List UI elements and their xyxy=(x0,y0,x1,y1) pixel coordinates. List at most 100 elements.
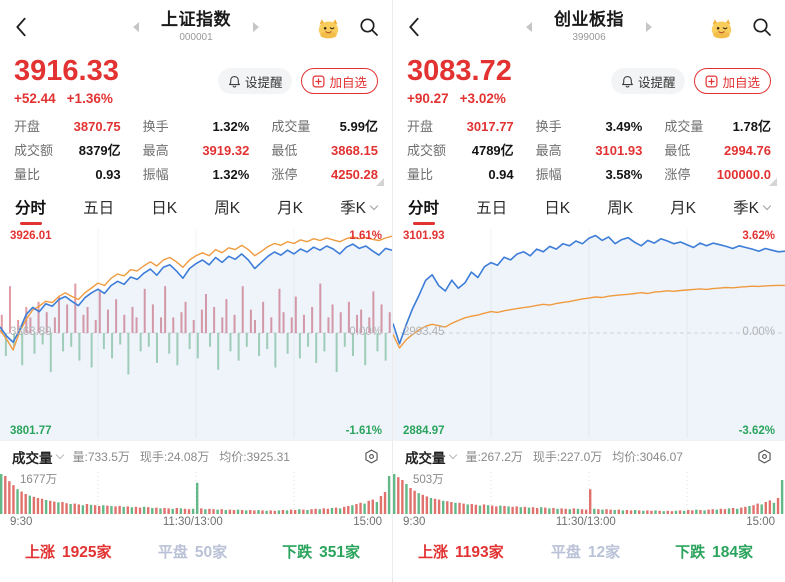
stat-value: 4250.28 xyxy=(330,167,378,183)
expand-stats-icon[interactable] xyxy=(376,178,384,187)
stats-grid: 开盘 3870.75 换手 1.32% 成交量 5.99亿 成交额 8379亿 最高 39… xyxy=(0,110,392,187)
unchanged-stat[interactable]: 平盘 12家 xyxy=(550,543,621,561)
volume-metrics: 量:733.5万 现手:24.08万 均价:3925.31 xyxy=(73,448,290,465)
price-change-pct: +1.36% xyxy=(66,91,113,107)
add-watchlist-label: 加自选 xyxy=(722,75,760,90)
stat-value: 3.49% xyxy=(605,119,643,135)
add-box-icon xyxy=(312,75,325,88)
stat-value: 3.58% xyxy=(605,167,643,183)
price-section: 3083.72 +90.27 +3.02% 设提醒 xyxy=(393,54,785,110)
title-block: 上证指数 000001 xyxy=(161,10,231,42)
stat-label: 最低 xyxy=(664,143,691,159)
index-title: 上证指数 xyxy=(161,10,231,30)
chevron-down-icon xyxy=(762,201,772,211)
tab-minute[interactable]: 分时 xyxy=(408,196,439,218)
stat-value: 0.94 xyxy=(488,167,514,183)
unchanged-stat[interactable]: 平盘 50家 xyxy=(157,543,228,561)
next-index-icon[interactable] xyxy=(253,22,259,32)
price-section: 3916.33 +52.44 +1.36% 设提醒 xyxy=(0,54,392,110)
tab-5day[interactable]: 五日 xyxy=(83,200,115,218)
stat-label: 成交额 xyxy=(407,143,447,159)
price-change-row: +90.27 +3.02% xyxy=(407,91,512,106)
decliners-stat[interactable]: 下跌 351家 xyxy=(282,543,360,561)
set-alert-button[interactable]: 设提醒 xyxy=(610,68,686,95)
price-change: +90.27 xyxy=(407,91,449,107)
advancers-stat[interactable]: 上涨 1925家 xyxy=(25,543,112,561)
stat-label: 振幅 xyxy=(142,167,169,183)
stat-label: 换手 xyxy=(535,119,562,135)
time-axis: 9:30 11:30/13:00 15:00 xyxy=(393,514,785,528)
stat-value: 100000.0 xyxy=(716,167,771,183)
back-button[interactable] xyxy=(13,15,29,39)
settings-icon[interactable] xyxy=(363,448,380,465)
time-open: 9:30 xyxy=(10,516,33,529)
market-breadth: 上涨 1193家 平盘 12家 下跌 184家 xyxy=(393,530,785,572)
bell-icon xyxy=(622,75,633,88)
volume-max-label: 1677万 xyxy=(20,474,58,487)
time-midday: 11:30/13:00 xyxy=(555,516,616,529)
mascot-icon[interactable] xyxy=(315,15,342,40)
volume-amount: 量:267.2万 xyxy=(465,450,523,465)
add-watchlist-label: 加自选 xyxy=(329,75,367,90)
tab-daily-k[interactable]: 日K xyxy=(544,200,571,218)
prev-index-icon[interactable] xyxy=(526,22,532,32)
bottom-divider xyxy=(0,579,785,582)
search-icon[interactable] xyxy=(752,17,772,37)
volume-chart-canvas xyxy=(0,472,391,515)
add-watchlist-button[interactable]: 加自选 xyxy=(694,68,771,95)
tab-monthly-k[interactable]: 月K xyxy=(670,200,696,218)
set-alert-label: 设提醒 xyxy=(637,75,676,90)
set-alert-button[interactable]: 设提醒 xyxy=(217,68,293,95)
mascot-icon[interactable] xyxy=(708,15,735,40)
tab-quarterly-k[interactable]: 季K xyxy=(340,196,379,218)
add-watchlist-button[interactable]: 加自选 xyxy=(301,68,378,95)
title-block: 创业板指 399006 xyxy=(554,10,624,42)
volume-avg-price: 均价:3925.31 xyxy=(219,450,290,465)
tab-weekly-k[interactable]: 周K xyxy=(607,200,634,218)
tab-daily-k[interactable]: 日K xyxy=(151,200,178,218)
stat-value: 4789亿 xyxy=(471,143,514,159)
volume-chart[interactable]: 503万 xyxy=(393,472,785,515)
chevron-down-icon xyxy=(55,451,64,460)
volume-amount: 量:733.5万 xyxy=(72,450,130,465)
settings-icon[interactable] xyxy=(756,448,773,465)
prev-index-icon[interactable] xyxy=(133,22,139,32)
time-close: 15:00 xyxy=(353,516,382,529)
decliners-stat[interactable]: 下跌 184家 xyxy=(675,543,753,561)
intraday-chart[interactable]: 3926.01 1.61% 3863.89 0.00% 3801.77 -1.6… xyxy=(0,227,392,441)
volume-chart[interactable]: 1677万 xyxy=(0,472,392,515)
stat-value: 3017.77 xyxy=(466,119,514,135)
volume-chart-canvas xyxy=(393,472,784,515)
volume-indicator-selector[interactable]: 成交量 xyxy=(405,447,457,467)
tab-minute[interactable]: 分时 xyxy=(15,196,46,218)
expand-stats-icon[interactable] xyxy=(769,178,777,187)
advancers-stat[interactable]: 上涨 1193家 xyxy=(418,543,504,561)
volume-avg-price: 均价:3046.07 xyxy=(612,450,683,465)
tab-weekly-k[interactable]: 周K xyxy=(214,200,241,218)
tab-monthly-k[interactable]: 月K xyxy=(277,200,303,218)
time-axis: 9:30 11:30/13:00 15:00 xyxy=(0,514,392,528)
period-tabs: 分时 五日 日K 周K 月K 季K xyxy=(393,191,785,223)
volume-indicator-selector[interactable]: 成交量 xyxy=(12,447,64,467)
stat-value: 2994.76 xyxy=(723,143,771,159)
bell-icon xyxy=(229,75,240,88)
tab-5day[interactable]: 五日 xyxy=(476,200,508,218)
next-index-icon[interactable] xyxy=(646,22,652,32)
stat-label: 换手 xyxy=(142,119,169,135)
index-title: 创业板指 xyxy=(554,10,624,30)
volume-max-label: 503万 xyxy=(413,474,444,487)
intraday-chart[interactable]: 3101.93 3.62% 2993.45 0.00% 2884.97 -3.6… xyxy=(393,227,785,441)
tab-quarterly-k[interactable]: 季K xyxy=(733,196,772,218)
market-breadth: 上涨 1925家 平盘 50家 下跌 351家 xyxy=(0,530,392,572)
stat-label: 成交量 xyxy=(271,119,311,135)
stats-grid: 开盘 3017.77 换手 3.49% 成交量 1.78亿 成交额 4789亿 最高 31… xyxy=(393,110,785,187)
stat-label: 成交量 xyxy=(664,119,704,135)
time-midday: 11:30/13:00 xyxy=(162,516,223,529)
index-panel: 创业板指 399006 xyxy=(393,0,785,582)
intraday-chart-canvas xyxy=(0,229,392,441)
stat-label: 最高 xyxy=(535,143,562,159)
search-icon[interactable] xyxy=(359,17,379,37)
back-button[interactable] xyxy=(406,15,422,39)
back-chevron-icon xyxy=(409,17,419,37)
